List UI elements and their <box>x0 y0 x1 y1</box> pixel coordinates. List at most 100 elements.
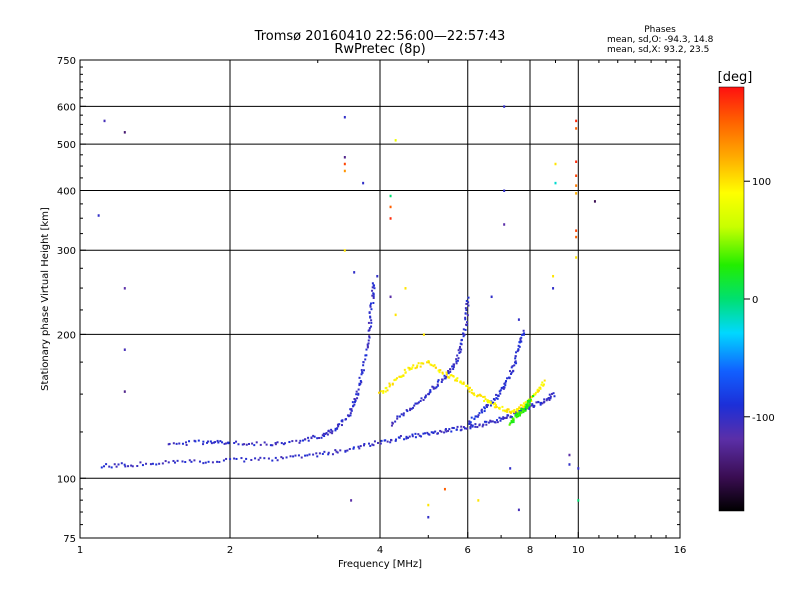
echo-point <box>394 139 397 142</box>
echo-point <box>113 463 116 466</box>
echo-point <box>362 364 365 367</box>
echo-point <box>404 287 407 290</box>
echo-point <box>302 439 305 442</box>
echo-point <box>427 433 430 436</box>
echo-point <box>554 181 557 185</box>
echo-point <box>350 409 353 412</box>
echo-point <box>464 328 467 331</box>
echo-point <box>416 402 419 405</box>
echo-point <box>551 392 554 395</box>
echo-point <box>517 348 520 351</box>
echo-point <box>545 399 548 402</box>
echo-point <box>528 399 531 402</box>
echo-point <box>222 459 225 462</box>
echo-point <box>429 389 432 392</box>
chart-title-line2: RwPretec (8p) <box>334 42 425 57</box>
echo-point <box>397 436 400 439</box>
echo-point <box>349 412 352 415</box>
echo-point <box>414 402 417 405</box>
echo-point <box>202 462 205 465</box>
echo-point <box>460 425 463 428</box>
echo-point <box>376 274 379 278</box>
echo-point <box>212 441 215 444</box>
echo-point <box>343 162 346 166</box>
echo-point <box>496 421 499 424</box>
echo-point <box>386 389 389 392</box>
echo-point <box>468 390 471 393</box>
echo-point <box>341 419 344 422</box>
echo-point <box>323 435 326 438</box>
echo-point <box>307 436 310 439</box>
echo-point <box>334 449 337 452</box>
echo-point <box>461 382 464 385</box>
echo-point <box>466 314 469 317</box>
echo-point <box>462 426 465 429</box>
echo-point <box>103 465 106 468</box>
echo-point <box>369 302 372 305</box>
echo-point <box>369 305 372 308</box>
echo-point <box>445 371 448 374</box>
echo-point <box>389 194 392 198</box>
echo-point <box>465 309 468 312</box>
echo-point <box>257 458 260 461</box>
echo-point <box>577 499 580 502</box>
echo-point <box>388 382 391 385</box>
echo-point <box>372 292 375 295</box>
echo-point <box>514 360 517 363</box>
echo-point <box>543 400 546 403</box>
echo-point <box>351 405 354 408</box>
echo-point <box>412 364 415 367</box>
echo-point <box>141 464 144 467</box>
echo-point <box>522 411 525 414</box>
echo-point <box>543 398 546 401</box>
echo-point <box>537 389 540 392</box>
echo-point <box>422 398 425 401</box>
echo-point <box>455 360 458 363</box>
echo-point <box>399 434 402 437</box>
echo-point <box>267 457 270 460</box>
echo-point <box>575 160 578 163</box>
echo-point <box>519 339 522 342</box>
echo-point <box>519 412 522 415</box>
echo-point <box>188 459 191 462</box>
echo-point <box>514 355 517 358</box>
echo-point <box>390 439 393 442</box>
echo-point <box>115 465 118 468</box>
echo-point <box>427 360 430 363</box>
echo-point <box>194 440 197 443</box>
echo-point <box>519 337 522 340</box>
echo-point <box>367 321 370 324</box>
echo-point <box>254 457 257 460</box>
echo-point <box>299 439 302 442</box>
echo-point <box>554 162 557 166</box>
echo-point <box>322 432 325 435</box>
echo-point <box>553 395 556 398</box>
echo-point <box>535 401 538 404</box>
echo-point <box>518 414 521 417</box>
echo-point <box>549 397 552 400</box>
echo-point <box>405 409 408 412</box>
echo-point <box>369 304 372 307</box>
echo-point <box>433 364 436 367</box>
echo-point <box>529 398 532 401</box>
echo-point <box>396 417 399 420</box>
echo-point <box>353 398 356 401</box>
y-tick-label: 100 <box>57 474 76 485</box>
echo-point <box>510 416 513 419</box>
echo-point <box>575 235 578 239</box>
echo-point <box>348 448 351 451</box>
echo-point <box>486 404 489 407</box>
echo-point <box>489 401 492 404</box>
echo-point <box>467 301 470 304</box>
echo-point <box>406 410 409 413</box>
echo-point <box>370 308 373 311</box>
echo-point <box>204 461 207 464</box>
echo-point <box>198 460 201 463</box>
echo-point <box>415 366 418 369</box>
echo-point <box>449 370 452 373</box>
echo-point <box>457 349 460 352</box>
echo-point <box>418 434 421 437</box>
echo-point <box>307 439 310 442</box>
echo-point <box>438 371 441 374</box>
y-ticks: 75 100 200 300 400 500 600 750 <box>57 56 680 545</box>
